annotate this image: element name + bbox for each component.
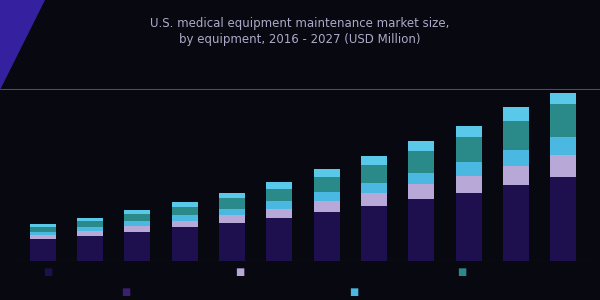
Polygon shape bbox=[0, 0, 45, 90]
Text: ■: ■ bbox=[43, 266, 53, 277]
Bar bbox=[455, 137, 482, 162]
Bar bbox=[408, 199, 434, 261]
Bar bbox=[408, 151, 434, 172]
Bar bbox=[550, 103, 576, 137]
Bar bbox=[77, 218, 103, 221]
Bar bbox=[172, 215, 198, 220]
Bar bbox=[408, 172, 434, 184]
Bar bbox=[550, 88, 576, 103]
Text: ■: ■ bbox=[235, 266, 245, 277]
Bar bbox=[314, 201, 340, 212]
Bar bbox=[266, 218, 292, 261]
Bar bbox=[77, 221, 103, 227]
Bar bbox=[314, 169, 340, 177]
Bar bbox=[550, 137, 576, 155]
Bar bbox=[172, 220, 198, 227]
Bar bbox=[408, 141, 434, 151]
Bar bbox=[503, 150, 529, 166]
Bar bbox=[124, 221, 151, 226]
Bar bbox=[124, 214, 151, 221]
Bar bbox=[266, 182, 292, 189]
Bar bbox=[172, 227, 198, 261]
Text: ■: ■ bbox=[457, 266, 467, 277]
Bar bbox=[361, 165, 387, 183]
Bar bbox=[30, 232, 56, 235]
Bar bbox=[30, 235, 56, 239]
Bar bbox=[314, 212, 340, 261]
Bar bbox=[266, 208, 292, 218]
Bar bbox=[455, 126, 482, 137]
Bar bbox=[266, 201, 292, 208]
Bar bbox=[77, 227, 103, 231]
Text: U.S. medical equipment maintenance market size,
by equipment, 2016 - 2027 (USD M: U.S. medical equipment maintenance marke… bbox=[151, 17, 449, 46]
Bar bbox=[503, 121, 529, 150]
Text: ■: ■ bbox=[121, 287, 131, 298]
Bar bbox=[219, 193, 245, 198]
Bar bbox=[172, 202, 198, 207]
Bar bbox=[219, 209, 245, 215]
Bar bbox=[455, 193, 482, 261]
Bar bbox=[361, 206, 387, 261]
Bar bbox=[124, 211, 151, 214]
Bar bbox=[124, 232, 151, 261]
Bar bbox=[455, 176, 482, 193]
Bar bbox=[30, 239, 56, 261]
Bar bbox=[408, 184, 434, 199]
Bar bbox=[455, 162, 482, 176]
Bar bbox=[503, 107, 529, 121]
Bar bbox=[219, 215, 245, 223]
Bar bbox=[219, 223, 245, 261]
Bar bbox=[219, 198, 245, 209]
Bar bbox=[30, 224, 56, 227]
Bar bbox=[550, 177, 576, 261]
Bar bbox=[503, 166, 529, 185]
Bar bbox=[30, 227, 56, 232]
Bar bbox=[77, 231, 103, 236]
Bar bbox=[314, 177, 340, 192]
Bar bbox=[361, 193, 387, 206]
Bar bbox=[503, 185, 529, 261]
Bar bbox=[361, 156, 387, 165]
Bar bbox=[77, 236, 103, 261]
Bar bbox=[266, 189, 292, 201]
Bar bbox=[172, 207, 198, 215]
Bar bbox=[314, 192, 340, 201]
Bar bbox=[550, 155, 576, 177]
Text: ■: ■ bbox=[349, 287, 359, 298]
Bar bbox=[124, 226, 151, 232]
Bar bbox=[361, 183, 387, 193]
